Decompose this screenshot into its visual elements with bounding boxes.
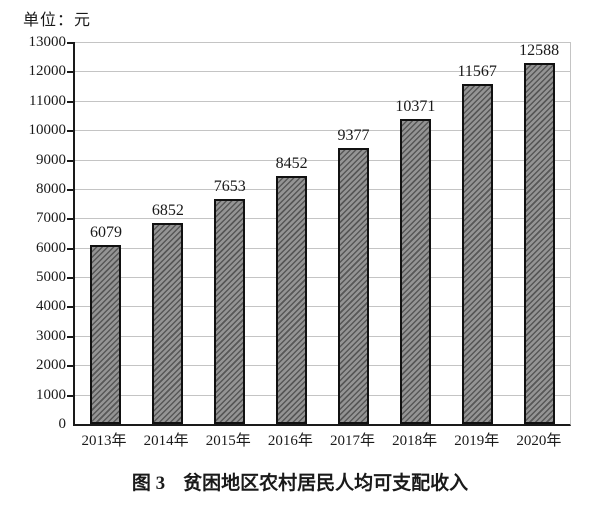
bar-2013年 — [90, 245, 122, 424]
gridline-6000 — [75, 247, 570, 249]
y-tick-10000 — [67, 130, 73, 133]
y-axis-label-5000: 5000 — [36, 269, 66, 286]
y-tick-2000 — [67, 365, 73, 368]
gridline-11000 — [75, 100, 570, 102]
figure-title: 贫困地区农村居民人均可支配收入 — [183, 473, 469, 494]
y-axis-label-6000: 6000 — [36, 239, 66, 256]
bar-2019年 — [461, 84, 493, 424]
y-tick-5000 — [67, 277, 73, 280]
y-axis-label-1000: 1000 — [36, 386, 66, 403]
bar-2017年 — [337, 148, 369, 424]
x-axis-labels: 2013年 2014年 2015年 2016年 2017年 2018年 2019年 2020年 — [73, 429, 570, 450]
y-tick-12000 — [67, 71, 73, 74]
y-axis-label-13000: 13000 — [28, 34, 67, 50]
bar-value-label-2015年: 7653 — [213, 178, 246, 196]
y-axis-label-3000: 3000 — [36, 327, 66, 344]
x-axis-label-2016年: 2016年 — [267, 433, 313, 449]
y-tick-4000 — [67, 306, 73, 309]
x-axis-label-2013年: 2013年 — [81, 433, 127, 449]
figure-caption: 图 3 贫困地区农村居民人均可支配收入 — [0, 468, 600, 495]
gridline-10000 — [75, 130, 570, 132]
bars-group: 6079 6852 7653 8452 9377 10371 11567 12588 — [75, 42, 570, 424]
gridline-9000 — [75, 159, 570, 161]
bar-slot-2016年: 8452 — [261, 42, 323, 424]
y-axis-label-8000: 8000 — [36, 180, 66, 197]
y-axis-label-7000: 7000 — [36, 210, 66, 227]
plot-area: 6079 6852 7653 8452 9377 10371 11567 12588 — [67, 42, 571, 426]
bar-value-label-2016年: 8452 — [275, 154, 308, 172]
bar-slot-2019年: 11567 — [446, 42, 508, 424]
gridline-13000 — [75, 42, 570, 43]
bar-slot-2017年: 9377 — [323, 42, 385, 424]
y-tick-3000 — [67, 335, 73, 338]
y-axis-label-12000: 12000 — [28, 63, 67, 80]
y-tick-1000 — [67, 394, 73, 397]
gridline-1000 — [75, 394, 570, 396]
bar-2020年 — [523, 63, 555, 424]
y-axis-label-11000: 11000 — [29, 92, 66, 109]
gridline-7000 — [75, 218, 570, 220]
bar-value-label-2013年: 6079 — [89, 224, 122, 242]
y-tick-9000 — [67, 159, 73, 162]
x-axis-label-2015年: 2015年 — [205, 433, 251, 449]
gridline-8000 — [75, 188, 570, 190]
bar-2016年 — [276, 175, 308, 424]
x-axis-label-2019年: 2019年 — [454, 433, 500, 449]
y-axis-label-9000: 9000 — [36, 151, 66, 168]
bar-slot-2020年: 12588 — [508, 42, 570, 424]
x-axis-label-2014年: 2014年 — [143, 433, 189, 449]
gridline-2000 — [75, 365, 570, 367]
y-tick-11000 — [67, 100, 73, 103]
y-axis-label-4000: 4000 — [36, 298, 66, 315]
y-axis-label-10000: 10000 — [28, 122, 67, 139]
unit-label: 单位：元 — [23, 12, 92, 29]
x-axis-label-2020年: 2020年 — [516, 433, 562, 449]
gridline-5000 — [75, 277, 570, 279]
y-axis-label-0: 0 — [58, 416, 67, 432]
y-axis-label-2000: 2000 — [36, 357, 66, 374]
y-tick-8000 — [67, 188, 73, 191]
bar-slot-2014年: 6852 — [137, 42, 199, 424]
y-tick-13000 — [67, 42, 73, 44]
x-axis-label-2018年: 2018年 — [392, 433, 438, 449]
bar-2015年 — [214, 199, 246, 424]
bar-value-label-2020年: 12588 — [519, 42, 560, 59]
bar-value-label-2019年: 11567 — [457, 63, 497, 81]
x-axis-label-2017年: 2017年 — [330, 433, 376, 449]
bar-value-label-2014年: 6852 — [151, 201, 184, 219]
bar-2014年 — [152, 222, 184, 424]
gridline-3000 — [75, 335, 570, 337]
bar-value-label-2017年: 9377 — [337, 127, 370, 145]
bar-slot-2013年: 6079 — [75, 42, 137, 424]
bar-slot-2015年: 7653 — [199, 42, 261, 424]
bar-slot-2018年: 10371 — [384, 42, 446, 424]
y-tick-6000 — [67, 247, 73, 250]
gridline-4000 — [75, 306, 570, 308]
bar-2018年 — [399, 119, 431, 424]
y-tick-7000 — [67, 218, 73, 221]
bar-value-label-2018年: 10371 — [395, 98, 436, 116]
gridline-12000 — [75, 71, 570, 73]
figure-number-label: 图 3 — [131, 473, 166, 494]
